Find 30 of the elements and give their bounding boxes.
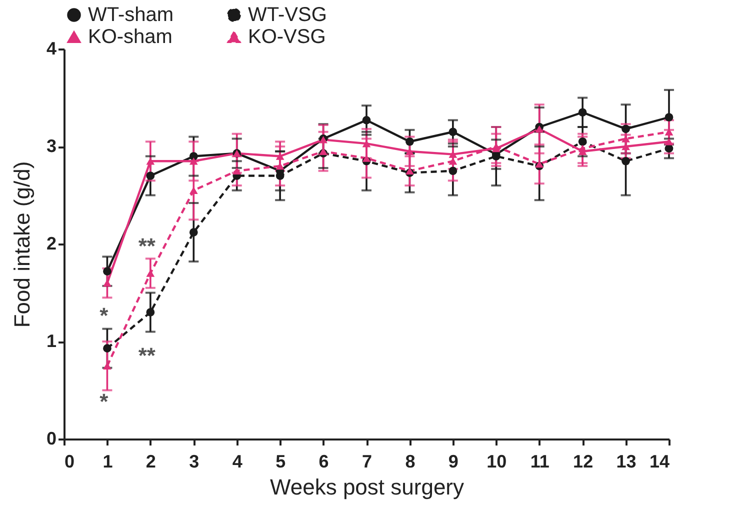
annotation: * — [100, 388, 109, 414]
x-tick-label: 11 — [530, 452, 550, 472]
x-axis-title: Weeks post surgery — [270, 474, 464, 500]
x-tick-label: 1 — [102, 452, 113, 472]
annotation: ** — [138, 234, 156, 259]
legend-label: KO-VSG — [248, 26, 326, 48]
legend-label: WT-sham — [88, 4, 174, 26]
annotation: * — [100, 303, 109, 328]
x-tick-label: 3 — [189, 452, 200, 472]
y-tick-label: 2 — [46, 234, 56, 254]
x-tick-label: 9 — [448, 452, 458, 472]
y-tick-label: 1 — [46, 331, 56, 351]
legend-label: KO-sham — [88, 26, 172, 48]
x-tick-label: 8 — [405, 452, 416, 472]
y-tick-label: 3 — [46, 136, 56, 156]
legend-label: WT-VSG — [248, 4, 327, 26]
x-tick-label: 5 — [276, 452, 286, 472]
y-tick-label: 4 — [46, 38, 56, 58]
x-tick-label: 12 — [573, 452, 594, 472]
x-tick-label: 6 — [318, 452, 329, 472]
x-tick-label: 4 — [232, 452, 242, 472]
annotation: ** — [138, 342, 156, 368]
x-tick-label: 10 — [486, 452, 507, 472]
x-tick-label: 2 — [146, 452, 156, 472]
y-tick-label: 0 — [46, 428, 56, 448]
x-tick-label: 14 — [649, 452, 670, 472]
x-tick-label: 7 — [362, 452, 372, 472]
y-axis-title: Food intake (g/d) — [9, 161, 34, 328]
x-tick-label: 13 — [616, 452, 636, 472]
x-tick-label: 0 — [64, 452, 75, 472]
